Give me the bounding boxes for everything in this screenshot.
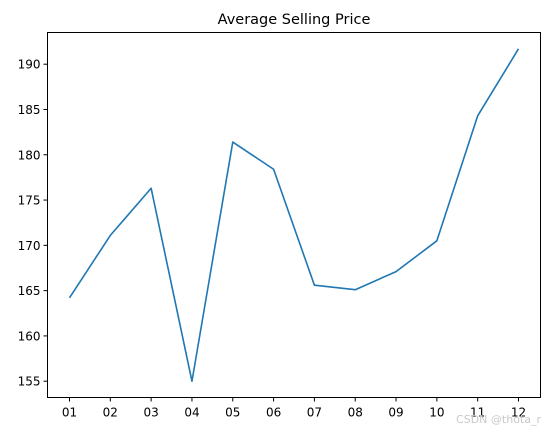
- axes: 01 02 03 04 05 06 07 08 09 10 11 12 155 160 165 170 175 1…: [18, 58, 527, 420]
- x-tick-label: 09: [388, 406, 403, 420]
- y-tick-label: 185: [18, 103, 41, 117]
- x-tick-label: 08: [348, 406, 363, 420]
- series-layer: [68, 48, 520, 383]
- series-line: [68, 48, 520, 383]
- chart-title: Average Selling Price: [218, 12, 371, 28]
- y-tick-label: 155: [18, 375, 41, 389]
- x-tick-label: 07: [307, 406, 322, 420]
- x-tick-label: 12: [511, 406, 526, 420]
- x-tick-label: 03: [143, 406, 158, 420]
- y-tick-label: 170: [18, 239, 41, 253]
- x-tick-label: 01: [62, 406, 77, 420]
- y-tick-label: 175: [18, 194, 41, 208]
- y-tick-label: 180: [18, 148, 41, 162]
- y-tick-label: 160: [18, 329, 41, 343]
- x-tick-label: 02: [103, 406, 118, 420]
- y-tick-label: 165: [18, 284, 41, 298]
- x-tick-label: 11: [470, 406, 485, 420]
- plot-frame: [47, 32, 541, 398]
- x-tick-label: 04: [184, 406, 199, 420]
- x-tick-label: 10: [429, 406, 444, 420]
- watermark-text: CSDN @thota_r: [456, 413, 541, 426]
- x-tick-label: 05: [225, 406, 240, 420]
- y-tick-label: 190: [18, 58, 41, 72]
- x-tick-label: 06: [266, 406, 281, 420]
